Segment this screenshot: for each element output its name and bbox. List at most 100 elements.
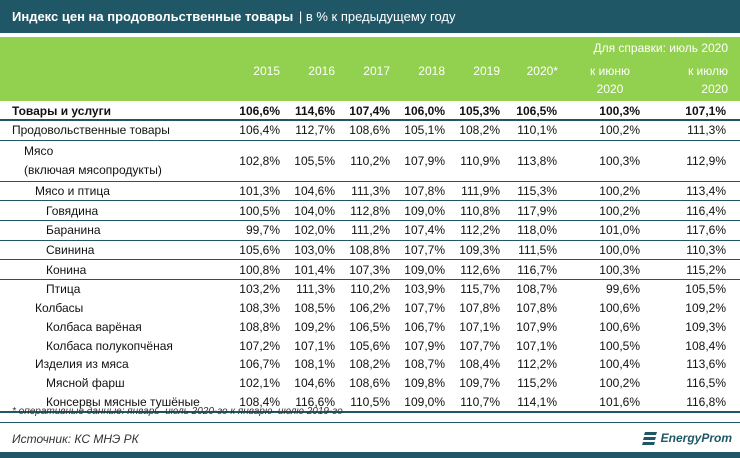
col-header-july-line1: к июлю (687, 64, 728, 78)
table-subtitle: в % к предыдущему году (305, 9, 456, 24)
value-cell: 107,2% (239, 338, 280, 353)
value-cell: 109,3% (685, 319, 726, 334)
value-cell: 107,9% (390, 140, 445, 182)
value-cell: 107,8% (390, 181, 445, 202)
row-label-text: Товары и услуги (12, 103, 111, 118)
value-cell: 101,3% (230, 181, 280, 202)
col-header-july: к июлю 2020 (668, 64, 728, 96)
col-header-july-line2: 2020 (701, 82, 728, 96)
value-cell: 115,2% (640, 259, 726, 281)
value-cell: 111,2% (335, 220, 390, 241)
value-cell: 106,5% (500, 102, 557, 121)
col-header-june-line2: 2020 (596, 82, 624, 96)
row-label: Консервы мясные тушёные (0, 392, 230, 413)
value-cell: 100,2% (557, 120, 640, 141)
energyprom-logo: EnergyProm (641, 431, 732, 445)
row-label: Свинина (0, 240, 230, 261)
table-title: Индекс цен на продовольственные товары (12, 9, 294, 24)
value-cell: 107,9% (404, 338, 445, 353)
value-cell: 107,1% (640, 102, 726, 121)
value-cell: 100,6% (599, 301, 640, 316)
value-cell: 100,5% (599, 338, 640, 353)
spacer-cell (726, 355, 740, 374)
row-label-text: Мясо и птица (35, 184, 110, 199)
value-cell: 104,6% (294, 375, 335, 390)
value-cell: 112,2% (445, 220, 500, 241)
value-cell: 107,7% (459, 338, 500, 353)
value-cell: 108,2% (445, 120, 500, 141)
value-cell: 114,1% (500, 392, 557, 413)
value-cell: 115,3% (500, 181, 557, 202)
value-cell: 108,3% (239, 301, 280, 316)
value-cell: 109,0% (390, 200, 445, 222)
value-cell: 100,6% (599, 319, 640, 334)
table-row: Изделия из мяса 106,7% 108,1% 108,2% 108,7% 1… (0, 355, 740, 374)
value-cell: 100,3% (557, 102, 640, 121)
table-row: Мясо (включая мясопродукты) 102,8% 105,5% 11… (0, 140, 740, 182)
logo-text: EnergyProm (660, 431, 732, 445)
value-cell: 107,4% (390, 220, 445, 241)
value-cell: 117,6% (640, 220, 726, 241)
value-cell: 111,5% (500, 240, 557, 261)
bottom-bar (0, 452, 740, 458)
value-cell: 110,3% (640, 240, 726, 261)
table-row: Колбасы 108,3% 108,5% 106,2% 107,7% 107,8% 107… (0, 299, 740, 318)
value-cell: 111,9% (445, 181, 500, 202)
value-cell: 108,4% (459, 357, 500, 372)
value-cell: 99,6% (605, 282, 640, 297)
value-cell: 106,4% (230, 120, 280, 141)
value-cell: 105,5% (685, 282, 726, 297)
table-row: Консервы мясные тушёные 108,4% 116,6% 110,5… (0, 392, 740, 413)
title-separator: | (298, 9, 303, 24)
row-label-text: Консервы мясные тушёные (46, 394, 200, 409)
source: Источник: КС МНЭ РК (12, 432, 139, 446)
value-cell: 109,7% (459, 375, 500, 390)
value-cell: 107,4% (335, 102, 390, 121)
value-cell: 108,4% (230, 392, 280, 413)
spacer-cell (726, 140, 740, 182)
value-cell: 103,0% (280, 240, 335, 261)
value-cell: 106,2% (349, 301, 390, 316)
col-header-2019: 2019 (473, 64, 500, 78)
row-label-text: Мясной фарш (46, 375, 125, 390)
table-row: Продовольственные товары 106,4% 112,7% 108,… (0, 120, 740, 141)
row-label: Колбаса полукопчёная (0, 336, 230, 355)
footnote: * оперативные данные: январь–июль 2020-г… (12, 406, 343, 417)
col-header-2016: 2016 (308, 64, 335, 78)
price-index-table: Товары и услуги 106,6% 114,6% 107,4% 106,0% 1… (0, 102, 740, 413)
value-cell: 100,8% (230, 259, 280, 281)
value-cell: 111,3% (335, 181, 390, 202)
value-cell: 99,7% (230, 220, 280, 241)
value-cell: 116,7% (500, 259, 557, 281)
value-cell: 106,7% (239, 357, 280, 372)
col-header-2015: 2015 (253, 64, 280, 78)
value-cell: 106,6% (230, 102, 280, 121)
value-cell: 102,1% (239, 375, 280, 390)
spacer-cell (726, 259, 740, 281)
row-label-text: Птица (46, 282, 81, 297)
row-label-text: Продовольственные товары (12, 123, 170, 138)
value-cell: 101,6% (557, 392, 640, 413)
table-row: Птица 103,2% 111,3% 110,2% 103,9% 115,7% 108,7… (0, 280, 740, 299)
row-label-text: Колбасы (35, 301, 84, 316)
value-cell: 103,9% (404, 282, 445, 297)
value-cell: 106,7% (404, 319, 445, 334)
row-label-text: Колбаса варёная (46, 319, 142, 334)
spacer-cell (726, 336, 740, 355)
value-cell: 107,8% (516, 301, 557, 316)
col-header-2017: 2017 (363, 64, 390, 78)
value-cell: 110,7% (445, 392, 500, 413)
spacer-cell (726, 181, 740, 202)
table-row: Баранина 99,7% 102,0% 111,2% 107,4% 112,2% 118… (0, 220, 740, 241)
row-label-text: Баранина (46, 223, 101, 238)
value-cell: 109,3% (445, 240, 500, 261)
value-cell: 113,4% (640, 181, 726, 202)
value-cell: 110,2% (335, 140, 390, 182)
value-cell: 105,3% (445, 102, 500, 121)
row-label: Мясной фарш (0, 374, 230, 393)
row-label: Говядина (0, 200, 230, 222)
value-cell: 117,9% (500, 200, 557, 222)
value-cell: 109,2% (294, 319, 335, 334)
row-label-text: Изделия из мяса (35, 357, 129, 372)
value-cell: 104,6% (280, 181, 335, 202)
